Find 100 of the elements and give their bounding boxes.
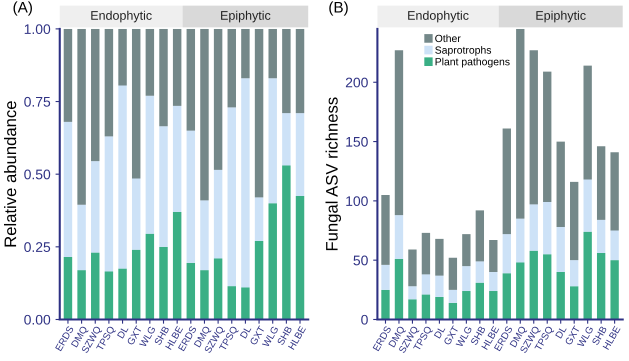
bar: [146, 234, 154, 320]
bar: [516, 218, 524, 263]
bar: [172, 106, 182, 212]
bar: [64, 257, 72, 320]
bar: [502, 234, 511, 274]
bar: [214, 170, 222, 258]
bar: [159, 246, 168, 320]
y-tick-label: 0.75: [24, 96, 50, 107]
y-axis-title: Fungal ASV richness: [326, 97, 342, 250]
y-axis-title: Relative abundance: [4, 101, 16, 246]
bar: [408, 286, 417, 300]
bar: [296, 196, 304, 320]
bar: [516, 262, 524, 320]
bar: [556, 272, 565, 320]
bar: [104, 28, 114, 136]
bar: [476, 282, 484, 320]
text: Epiphytic: [536, 10, 586, 22]
bar: [254, 197, 264, 242]
bar: [296, 113, 304, 196]
legend-label: Other: [435, 34, 461, 42]
bar: [570, 260, 578, 286]
bar: [200, 200, 209, 270]
y-tick-label: 200: [346, 78, 368, 88]
bar: [132, 250, 140, 320]
bar: [146, 28, 154, 96]
bar: [228, 28, 236, 108]
bar: [408, 250, 417, 286]
bar: [104, 136, 114, 272]
bar: [394, 50, 404, 216]
bar: [596, 220, 606, 254]
bar: [516, 28, 524, 219]
bar: [200, 270, 209, 320]
bar: [530, 50, 538, 204]
bar: [254, 28, 264, 198]
bar: [228, 286, 236, 320]
bar: [448, 302, 458, 320]
bar: [118, 86, 127, 269]
y-tick-label: 100: [346, 196, 368, 206]
bar: [381, 290, 390, 320]
bar: [64, 122, 72, 258]
y-tick-label: 0.50: [24, 170, 50, 180]
bar: [596, 253, 606, 320]
bar: [186, 28, 196, 131]
bar: [186, 262, 196, 320]
y-tick-label: 1.00: [24, 24, 50, 34]
bar: [282, 165, 291, 320]
y-tick-label: 0.00: [24, 314, 50, 325]
bar: [462, 291, 471, 320]
bar: [408, 299, 417, 320]
bar: [570, 286, 578, 320]
bar: [448, 258, 458, 290]
bar: [543, 254, 552, 320]
bar: [118, 28, 127, 86]
bar: [476, 261, 484, 283]
bar: [422, 294, 430, 320]
bar: [530, 204, 538, 251]
bar: [570, 182, 578, 260]
bar: [394, 258, 404, 320]
bar: [118, 268, 127, 320]
y-tick-label: 150: [346, 136, 368, 147]
bar: [104, 272, 114, 320]
y-tick-label: 0.25: [24, 242, 50, 252]
bar: [489, 291, 498, 320]
bar: [394, 215, 404, 259]
bar: [462, 266, 471, 292]
bar: [254, 241, 264, 320]
bar: [610, 260, 619, 320]
bar: [502, 128, 511, 234]
bar: [228, 107, 236, 286]
bar: [556, 226, 565, 272]
y-tick-label: 50: [353, 256, 368, 266]
bar: [610, 230, 619, 260]
bar: [77, 28, 86, 205]
bar: [77, 270, 86, 320]
bar: [502, 273, 511, 320]
legend-label: Saprotrophs: [435, 46, 492, 56]
x-tick-label: DL: [240, 326, 252, 339]
bar: [435, 276, 444, 297]
bar: [214, 28, 222, 170]
bar: [422, 232, 430, 274]
bar: [422, 274, 430, 295]
bar: [530, 250, 538, 320]
bar: [268, 28, 277, 78]
bar: [172, 212, 182, 320]
bar: [296, 28, 304, 114]
bar: [241, 288, 250, 320]
text: Endophytic: [91, 10, 152, 22]
bar: [489, 240, 498, 272]
bar: [381, 264, 390, 290]
x-tick-label: DL: [555, 326, 567, 339]
text: Epiphytic: [221, 10, 270, 22]
bar: [282, 113, 291, 166]
x-tick-label: DL: [434, 326, 446, 339]
bar: [381, 194, 390, 265]
bar: [489, 272, 498, 292]
bar: [172, 28, 182, 106]
bar: [268, 78, 277, 204]
bar: [583, 66, 592, 180]
x-tick-label: DL: [117, 326, 128, 339]
bar: [146, 96, 154, 234]
